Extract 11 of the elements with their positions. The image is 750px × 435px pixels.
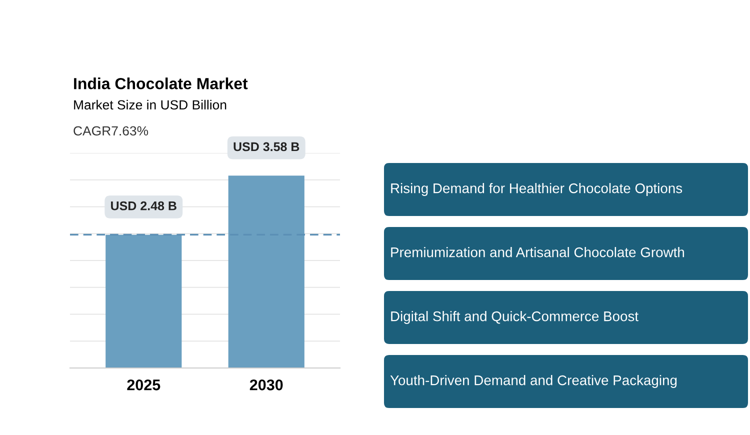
text: CAGR7.63% xyxy=(74,126,148,136)
text: Digital Shift and Quick-Commerce Boost xyxy=(391,311,638,324)
text: Premiumization and Artisanal Chocolate Growth xyxy=(391,247,684,258)
data-label: USD 3.58 B xyxy=(234,142,300,152)
text: Rising Demand for Healthier Chocolate Options xyxy=(391,183,682,196)
chart-title: India Chocolate Market xyxy=(74,78,248,90)
x-tick-label: 2030 xyxy=(250,380,283,390)
data-label: USD 2.48 B xyxy=(111,201,176,210)
text: Youth-Driven Demand and Creative Packaging xyxy=(390,375,677,388)
chart-subtitle: Market Size in USD Billion xyxy=(74,100,226,110)
x-tick-label: 2025 xyxy=(127,380,160,390)
